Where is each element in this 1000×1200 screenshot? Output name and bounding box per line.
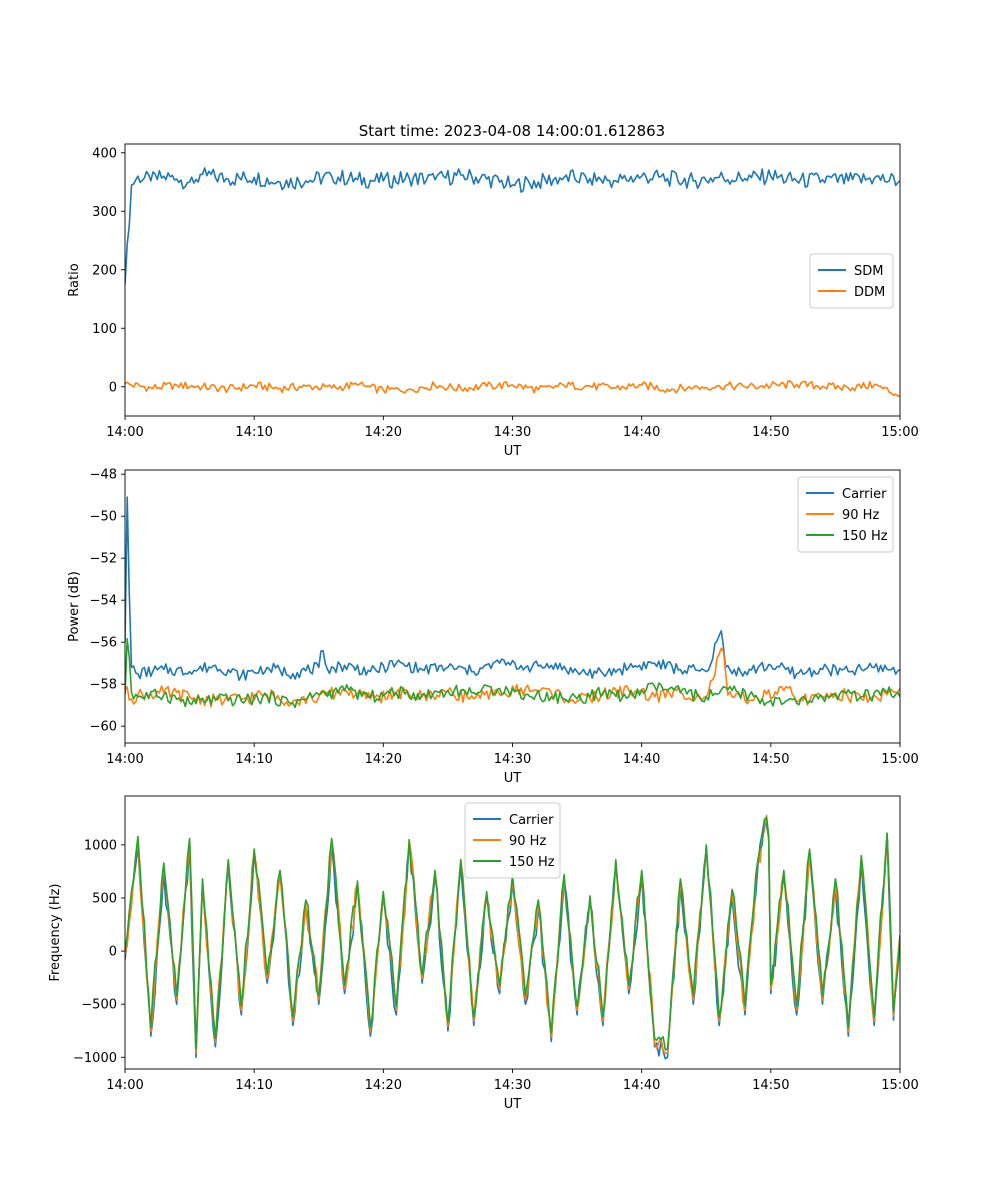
- series-line-ddm: [125, 380, 900, 397]
- x-tick-label: 14:30: [494, 1078, 531, 1093]
- legend-label: 90 Hz: [842, 508, 879, 523]
- x-tick-label: 14:50: [752, 1078, 789, 1093]
- series-line-90-hz: [125, 647, 900, 708]
- panel-1: 14:00 14:10 14:20 14:30 14:40 14:50 15:00 0 100 2…: [67, 143, 919, 459]
- legend: SDM DDM: [809, 253, 894, 309]
- y-tick-label: −54: [90, 594, 117, 609]
- x-tick-label: 14:10: [235, 425, 272, 440]
- x-tick-label: 14:10: [235, 1078, 272, 1093]
- y-tick-label: −60: [90, 720, 117, 735]
- panel-2: 14:00 14:10 14:20 14:30 14:40 14:50 15:00 −60 −5…: [67, 468, 919, 786]
- y-tick-label: 400: [92, 146, 117, 161]
- chart-title: Start time: 2023-04-08 14:00:01.612863: [359, 122, 665, 140]
- y-tick-label: −56: [90, 636, 117, 651]
- x-tick-label: 14:50: [752, 425, 789, 440]
- series-line-150-hz: [125, 637, 900, 709]
- y-tick-label: −500: [81, 998, 117, 1013]
- series-line-sdm: [125, 167, 900, 285]
- y-tick-label: 200: [92, 263, 117, 278]
- plot-area: [125, 496, 900, 709]
- legend-label: Carrier: [509, 813, 554, 828]
- legend-label: Carrier: [842, 487, 887, 502]
- x-tick-label: 14:40: [623, 425, 660, 440]
- x-tick-label: 15:00: [881, 752, 918, 767]
- y-tick-label: 0: [109, 945, 117, 960]
- x-tick-label: 14:10: [235, 752, 272, 767]
- y-axis-label: Ratio: [67, 263, 82, 296]
- x-tick-label: 14:40: [623, 1078, 660, 1093]
- x-tick-label: 14:30: [494, 752, 531, 767]
- y-tick-label: 300: [92, 205, 117, 220]
- legend-frame: [797, 476, 894, 553]
- x-tick-label: 14:30: [494, 425, 531, 440]
- x-tick-label: 14:00: [106, 752, 143, 767]
- y-tick-label: −48: [90, 468, 117, 483]
- x-tick-label: 14:20: [365, 752, 402, 767]
- x-tick-label: 15:00: [881, 425, 918, 440]
- y-tick-label: 500: [92, 891, 117, 906]
- panel-3: 14:00 14:10 14:20 14:30 14:40 14:50 15:00 −1000…: [48, 795, 919, 1112]
- y-tick-label: 0: [109, 380, 117, 395]
- y-tick-label: 1000: [84, 838, 117, 853]
- legend-label: 150 Hz: [509, 855, 555, 870]
- legend-frame: [464, 802, 561, 879]
- x-tick-label: 14:40: [623, 752, 660, 767]
- y-tick-label: 100: [92, 322, 117, 337]
- y-axis-label: Power (dB): [67, 571, 82, 642]
- series-line-carrier: [125, 496, 900, 682]
- x-axis-label: UT: [504, 444, 522, 459]
- x-tick-label: 15:00: [881, 1078, 918, 1093]
- legend-label: 150 Hz: [842, 529, 888, 544]
- x-tick-label: 14:00: [106, 1078, 143, 1093]
- x-tick-label: 14:20: [365, 425, 402, 440]
- legend-frame: [809, 253, 894, 309]
- x-tick-label: 14:20: [365, 1078, 402, 1093]
- y-tick-label: −1000: [73, 1051, 117, 1066]
- legend-label: SDM: [854, 264, 883, 279]
- y-tick-label: −50: [90, 510, 117, 525]
- y-tick-label: −52: [90, 552, 117, 567]
- x-tick-label: 14:50: [752, 752, 789, 767]
- legend: Carrier 90 Hz 150 Hz: [464, 802, 561, 879]
- legend-label: DDM: [854, 285, 885, 300]
- legend-label: 90 Hz: [509, 834, 546, 849]
- plot-area: [125, 167, 900, 397]
- x-tick-label: 14:00: [106, 425, 143, 440]
- x-axis-label: UT: [504, 771, 522, 786]
- y-axis-label: Frequency (Hz): [48, 883, 63, 981]
- x-axis-label: UT: [504, 1097, 522, 1112]
- legend: Carrier 90 Hz 150 Hz: [797, 476, 894, 553]
- y-tick-label: −58: [90, 678, 117, 693]
